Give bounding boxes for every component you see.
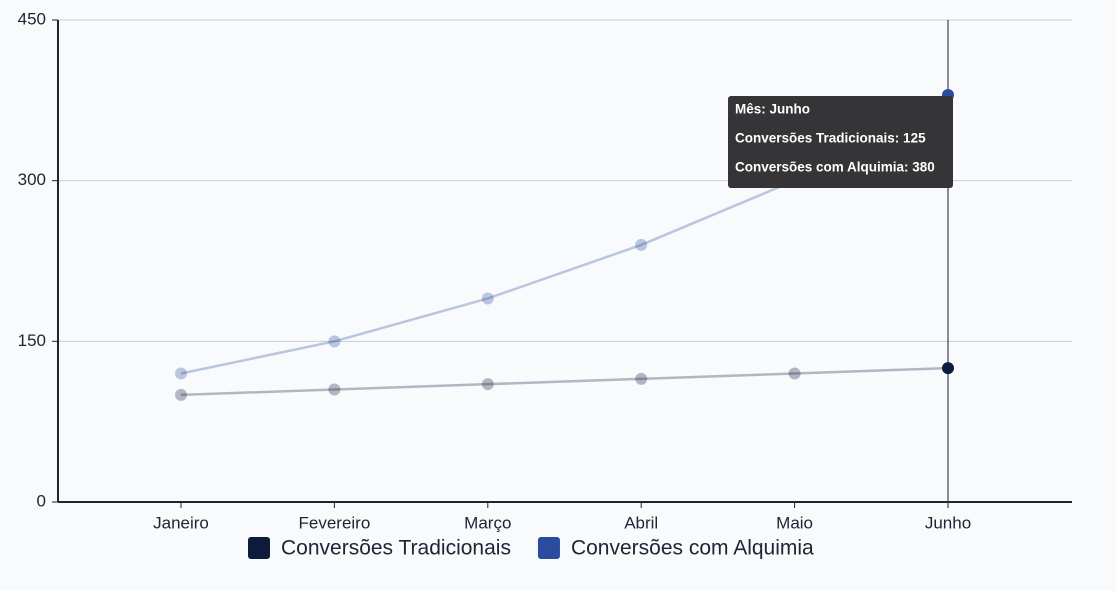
- x-tick-label: Março: [464, 513, 511, 532]
- legend-swatch: [537, 537, 560, 559]
- data-point: [175, 388, 187, 401]
- data-point: [942, 362, 954, 375]
- data-point: [635, 372, 648, 385]
- data-point: [788, 367, 801, 380]
- legend: Conversões Tradicionais Conversões com Al…: [248, 537, 814, 560]
- x-tick-label: Janeiro: [153, 513, 209, 532]
- tooltip-line: Conversões Tradicionais: 125: [735, 131, 926, 146]
- y-tick-label: 0: [37, 491, 46, 510]
- legend-swatch: [248, 537, 270, 559]
- x-tick-label: Abril: [624, 513, 658, 532]
- x-tick-label: Junho: [925, 513, 971, 532]
- data-point: [328, 383, 341, 396]
- data-point: [635, 238, 648, 251]
- y-tick-label: 450: [18, 9, 46, 28]
- data-point: [328, 335, 341, 348]
- series-line: [180, 366, 949, 397]
- x-tick-label: Fevereiro: [298, 513, 370, 532]
- tooltip-line: Conversões com Alquimia: 380: [735, 160, 935, 175]
- data-point: [481, 292, 494, 305]
- x-tick-label: Maio: [776, 513, 813, 532]
- legend-label: Conversões Tradicionais: [281, 537, 511, 560]
- y-tick-label: 300: [18, 170, 46, 189]
- tooltip: Mês: Junho Conversões Tradicionais: 125 Co…: [728, 96, 953, 188]
- tooltip-box: [728, 96, 953, 188]
- legend-label: Conversões com Alquimia: [571, 537, 814, 560]
- data-point: [481, 378, 494, 391]
- tooltip-line: Mês: Junho: [735, 102, 810, 117]
- y-tick-label: 150: [18, 331, 46, 350]
- data-point: [175, 367, 187, 380]
